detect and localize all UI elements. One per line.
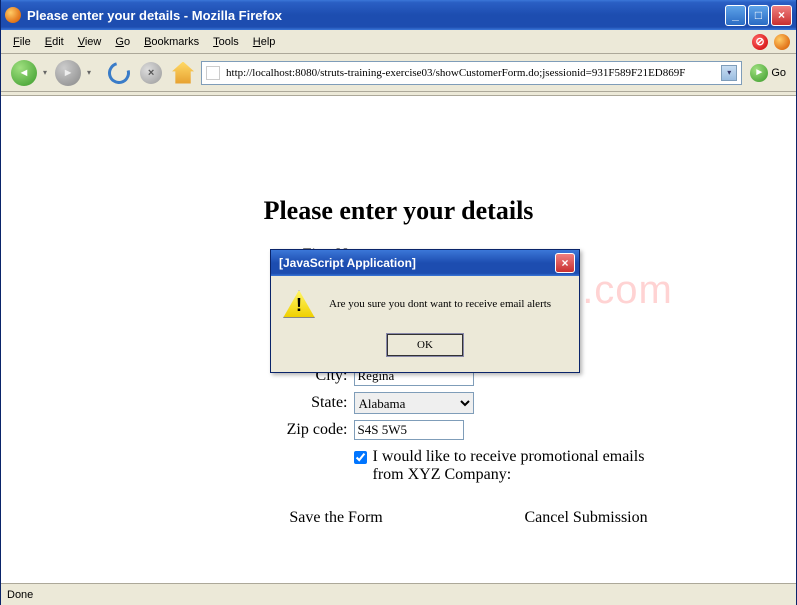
state-select[interactable]: Alabama [354,392,474,414]
menu-go[interactable]: Go [109,34,136,50]
menubar: File Edit View Go Bookmarks Tools Help ⊘ [1,30,796,54]
dialog-title: [JavaScript Application] [279,256,555,270]
window-title: Please enter your details - Mozilla Fire… [27,8,725,23]
dialog-close-button[interactable]: × [555,253,575,273]
page-heading: Please enter your details [99,196,699,226]
url-input[interactable] [224,66,717,80]
firefox-icon [5,7,21,23]
menu-bookmarks[interactable]: Bookmarks [138,34,205,50]
menu-file[interactable]: File [7,34,37,50]
window-titlebar: Please enter your details - Mozilla Fire… [1,0,796,30]
window-maximize-button[interactable]: □ [748,5,769,26]
dialog-message: Are you sure you dont want to receive em… [329,298,551,310]
status-text: Done [7,589,33,601]
forward-button[interactable]: ► [51,59,85,87]
go-button[interactable]: ► Go [746,64,790,82]
url-bar[interactable]: ▾ [201,61,742,85]
dialog-ok-button[interactable]: OK [387,334,463,356]
menu-tools[interactable]: Tools [207,34,245,50]
forward-dropdown[interactable]: ▾ [87,68,91,77]
site-favicon [206,66,220,80]
back-dropdown[interactable]: ▾ [43,68,47,77]
label-zip: Zip code: [99,421,354,439]
adblock-icon[interactable]: ⊘ [752,34,768,50]
back-button[interactable]: ◄ [7,59,41,87]
navigation-toolbar: ◄ ▾ ► ▾ × ▾ ► Go [1,54,796,92]
menu-view[interactable]: View [72,34,108,50]
promo-label: I would like to receive promotional emai… [373,448,653,484]
home-button[interactable] [169,59,197,87]
menu-edit[interactable]: Edit [39,34,70,50]
url-dropdown[interactable]: ▾ [721,65,737,81]
dialog-titlebar: [JavaScript Application] × [271,250,579,276]
throbber-icon [774,34,790,50]
status-bar: Done [1,583,796,605]
reload-button[interactable] [105,59,133,87]
js-alert-dialog: [JavaScript Application] × ! Are you sur… [270,249,580,373]
label-state: State: [99,394,354,412]
save-button[interactable]: Save the Form [289,509,382,527]
promo-checkbox[interactable] [354,451,367,464]
window-close-button[interactable]: × [771,5,792,26]
go-label: Go [771,67,786,79]
window-minimize-button[interactable]: _ [725,5,746,26]
zip-input[interactable] [354,420,464,440]
cancel-button[interactable]: Cancel Submission [525,509,648,527]
alert-icon: ! [283,290,315,318]
stop-button[interactable]: × [137,59,165,87]
menu-help[interactable]: Help [247,34,282,50]
